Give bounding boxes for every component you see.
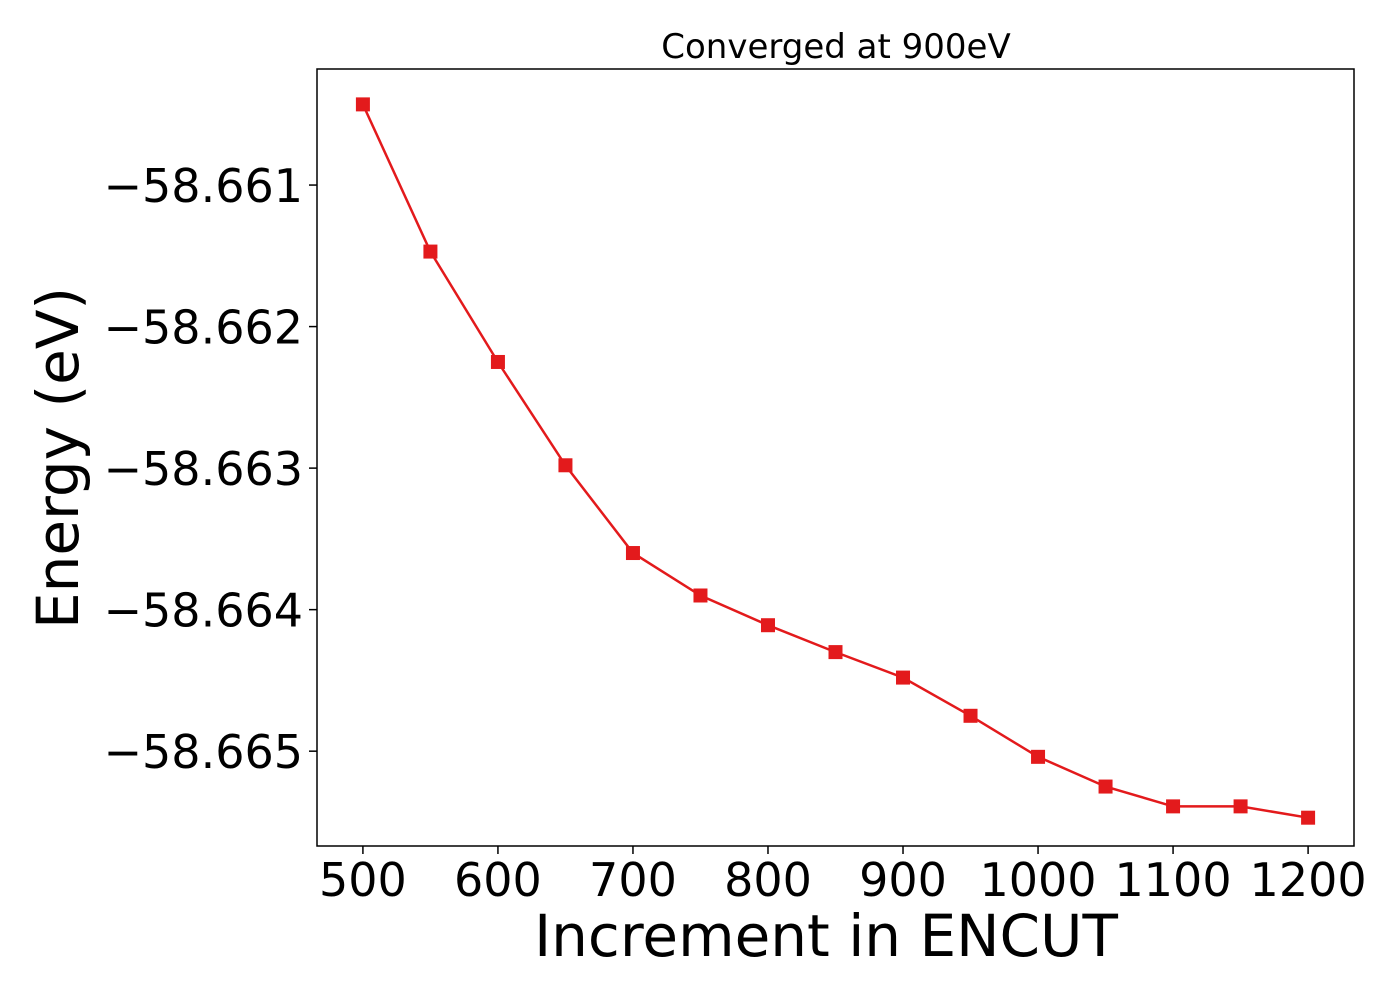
data-point	[1301, 810, 1316, 825]
data-point	[490, 354, 505, 369]
data-point	[1233, 799, 1248, 814]
y-axis-label: Energy (eV)	[24, 287, 92, 629]
data-point	[625, 546, 640, 561]
data-point	[423, 244, 438, 259]
y-tick-label: −58.663	[104, 442, 304, 496]
x-tick-label: 1200	[1250, 853, 1367, 907]
x-axis-label: Increment in ENCUT	[534, 902, 1118, 970]
data-point	[355, 97, 370, 112]
series-layer	[355, 97, 1316, 825]
y-tick-label: −58.662	[104, 301, 304, 355]
x-axis: 500 600 700 800 900 1000 1100 1200	[319, 846, 1367, 907]
data-point	[896, 670, 911, 685]
x-tick-label: 800	[724, 853, 812, 907]
x-tick-label: 700	[589, 853, 677, 907]
x-tick-label: 1000	[980, 853, 1097, 907]
data-point	[693, 588, 708, 603]
chart-title: Converged at 900eV	[661, 27, 1010, 67]
series-line	[361, 103, 1309, 819]
x-tick-label: 600	[454, 853, 542, 907]
data-point	[1031, 749, 1046, 764]
data-point	[558, 458, 573, 473]
data-point	[828, 645, 843, 660]
x-tick-label: 500	[319, 853, 407, 907]
data-point	[760, 618, 775, 633]
data-point	[963, 708, 978, 723]
y-tick-label: −58.665	[104, 725, 304, 779]
y-tick-label: −58.664	[104, 584, 304, 638]
y-axis: −58.661 −58.662 −58.663 −58.664 −58.665	[104, 159, 317, 779]
plot-frame	[316, 68, 1355, 847]
data-point	[1098, 779, 1113, 794]
x-tick-label: 900	[859, 853, 947, 907]
data-point	[1166, 799, 1181, 814]
y-tick-label: −58.661	[104, 159, 304, 213]
x-tick-label: 1100	[1115, 853, 1232, 907]
